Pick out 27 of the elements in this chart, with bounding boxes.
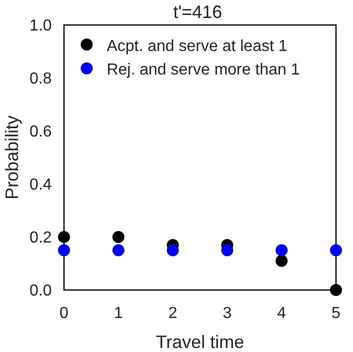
y-axis-title: Probability — [2, 115, 22, 200]
x-tick-label: 0 — [60, 305, 69, 322]
y-tick-label: 1.0 — [30, 18, 52, 35]
x-tick-label: 2 — [168, 305, 178, 322]
point — [276, 244, 288, 256]
point — [330, 284, 342, 296]
y-tick-label: 0.2 — [30, 230, 52, 247]
point — [112, 231, 124, 243]
point — [276, 254, 288, 267]
y-tick-label: 0.0 — [30, 282, 52, 300]
x-axis-title: Travel time — [156, 332, 244, 352]
x-tick-label: 5 — [332, 305, 341, 322]
point — [166, 244, 179, 256]
point — [221, 244, 234, 256]
x-tick-label: 1 — [114, 305, 123, 322]
chart-title: t'=416 — [173, 2, 222, 22]
x-tick-label: 4 — [277, 305, 286, 322]
point — [58, 244, 70, 256]
point — [330, 244, 342, 256]
point — [58, 231, 70, 243]
legend-label: Rej. and serve more than 1 — [106, 62, 300, 79]
x-tick-label: 3 — [222, 305, 232, 322]
y-tick-label: 0.4 — [30, 176, 52, 194]
point — [112, 244, 124, 256]
y-tick-label: 0.8 — [30, 70, 52, 88]
legend-label: Acpt. and serve at least 1 — [106, 38, 288, 55]
y-tick-label: 0.6 — [30, 124, 52, 141]
